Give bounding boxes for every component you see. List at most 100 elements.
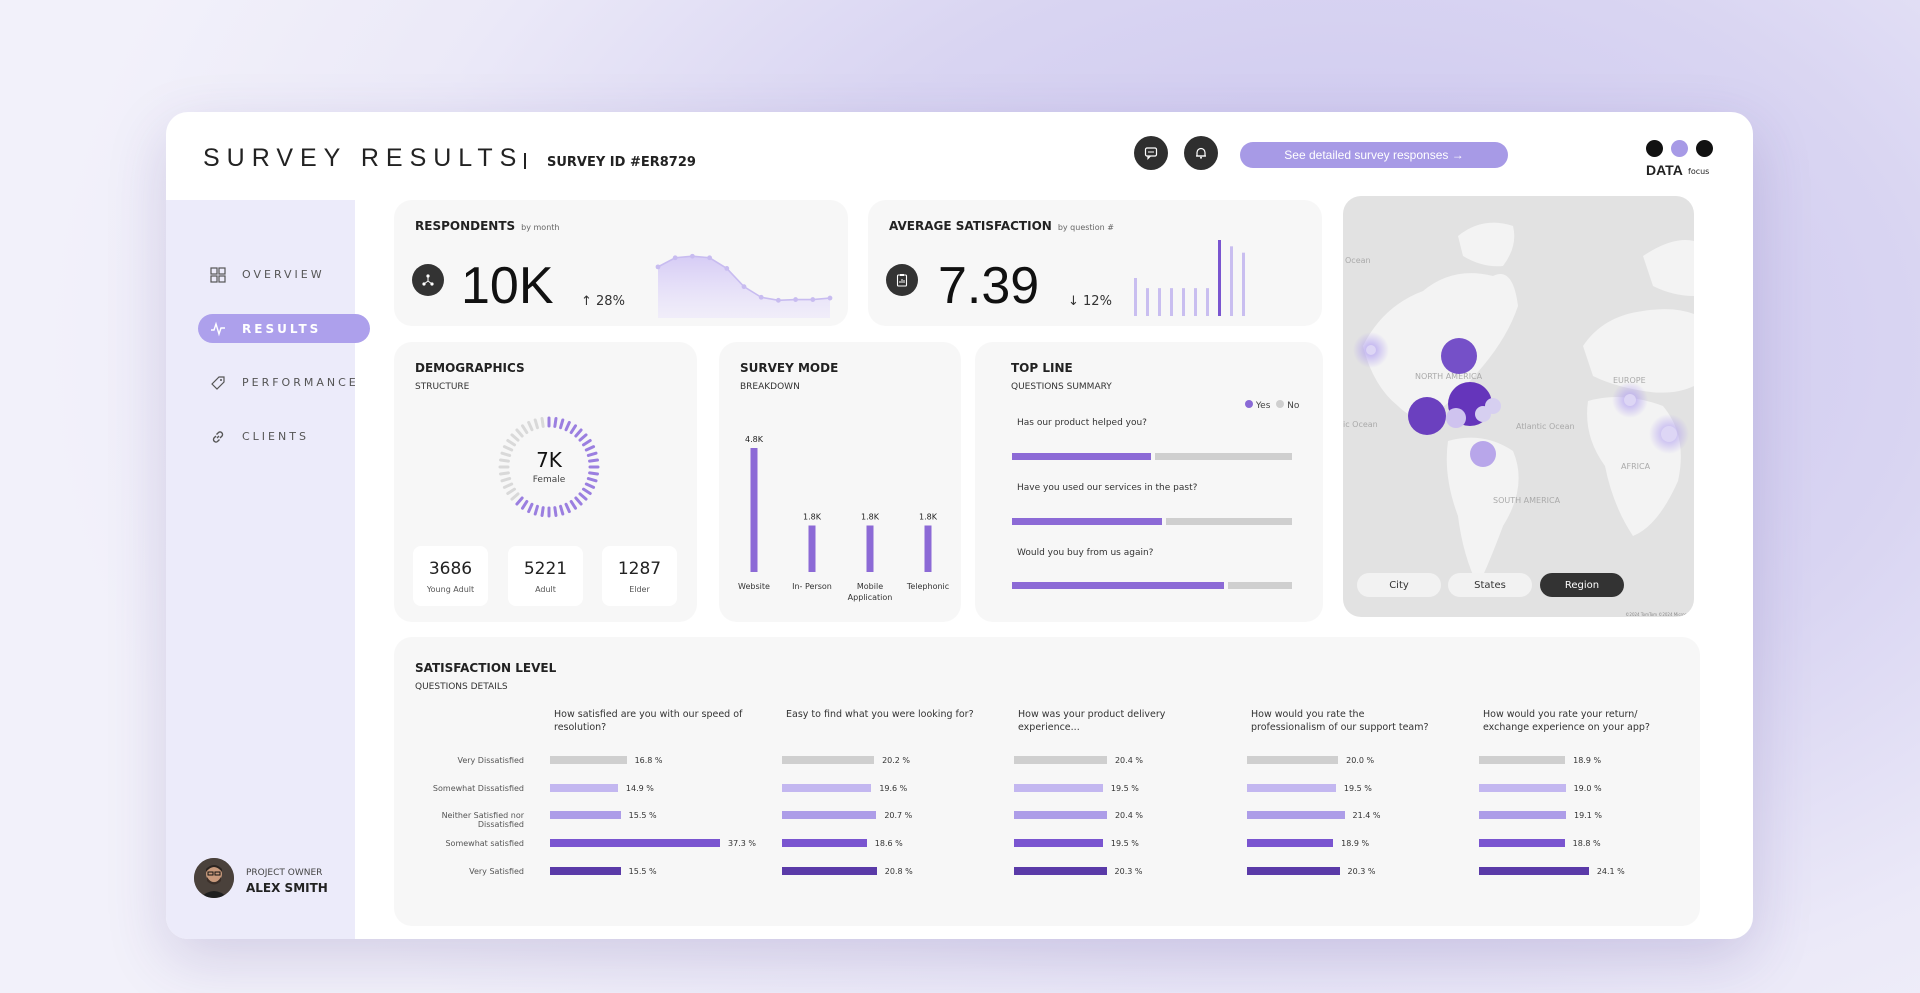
satisfaction-bar — [1479, 756, 1566, 764]
satisfaction-bar — [1247, 784, 1336, 792]
donut-segment — [498, 458, 510, 463]
sidebar-item-results[interactable]: RESULTS — [198, 314, 370, 343]
satisfaction-bar — [1014, 839, 1103, 847]
satisfaction-bar — [550, 784, 618, 792]
satisfaction-bar — [1170, 288, 1173, 316]
link-icon — [212, 430, 224, 443]
survey-mode-label: Telephonic — [906, 582, 949, 591]
map-city-button[interactable]: City — [1357, 573, 1441, 597]
sidebar-item-performance[interactable]: PERFORMANCE — [198, 368, 370, 397]
donut-segment — [586, 477, 598, 483]
title-separator — [524, 153, 526, 169]
detailed-responses-button[interactable]: See detailed survey responses → — [1240, 142, 1508, 168]
survey-mode-value: 1.8K — [919, 513, 938, 522]
respondents-sparkline — [655, 253, 833, 318]
donut-segment — [515, 428, 524, 438]
sparkline-point — [655, 264, 661, 270]
top-line-no-bar — [1166, 518, 1292, 525]
donut-segment — [578, 492, 588, 501]
map-region-button[interactable]: Region — [1540, 573, 1624, 597]
satisfaction-value: 19.6 % — [879, 784, 908, 793]
chat-icon — [1144, 147, 1158, 160]
top-line-no-bar — [1227, 582, 1292, 589]
satisfaction-bar — [550, 839, 720, 847]
donut-segment — [521, 499, 529, 510]
sparkline-point — [810, 297, 816, 302]
sparkline-point — [724, 266, 730, 271]
satisfaction-value: 20.7 % — [884, 811, 913, 820]
satisfaction-bar — [1182, 288, 1185, 316]
satisfaction-bar — [782, 756, 875, 764]
survey-mode-bar — [924, 525, 932, 572]
network-icon — [422, 274, 434, 286]
top-line-legend: Yes No — [1245, 400, 1299, 411]
card-subtitle: STRUCTURE — [415, 382, 470, 392]
satisfaction-value: 19.5 % — [1343, 784, 1372, 793]
satisfaction-value: 18.8 % — [1572, 839, 1601, 848]
survey-id: SURVEY ID #ER8729 — [547, 155, 696, 170]
satisfaction-bar — [782, 784, 872, 792]
satisfaction-question: How satisfied are you with our speed of … — [554, 709, 743, 733]
donut-segment — [553, 416, 558, 428]
map-credit: ©2024 TomTom ©2024 Microsoft — [1625, 612, 1692, 617]
satisfaction-bar — [1134, 278, 1137, 316]
survey-mode-value: 1.8K — [803, 513, 822, 522]
donut-center-value: 7K — [536, 448, 562, 472]
clipboard-icon — [896, 274, 908, 287]
survey-mode-label: Mobile — [857, 582, 883, 591]
map-states-button[interactable]: States — [1448, 573, 1532, 597]
donut-segment — [553, 506, 558, 518]
owner-role: PROJECT OWNER — [246, 868, 323, 878]
satisfaction-bar — [1014, 784, 1103, 792]
map-bubbles — [1353, 332, 1689, 467]
donut-segment — [559, 418, 565, 430]
donut-segment — [540, 416, 545, 428]
satisfaction-value: 19.5 % — [1110, 839, 1139, 848]
survey-mode-label: Website — [738, 582, 770, 591]
donut-segment — [559, 504, 565, 516]
card-title: DEMOGRAPHICS — [415, 361, 525, 375]
respondents-card: RESPONDENTS by month 10K ↑ 28% — [394, 200, 848, 326]
satisfaction-bar — [1014, 811, 1107, 819]
donut-segment — [502, 482, 514, 489]
top-line-yes-bar — [1012, 518, 1162, 525]
donut-segment — [581, 439, 592, 447]
sparkline-point — [793, 297, 798, 302]
satisfaction-delta: ↓ 12% — [1068, 294, 1112, 309]
logo-dot — [1671, 140, 1688, 157]
satisfaction-value: 20.4 % — [1114, 811, 1143, 820]
survey-mode-bar-chart: 4.8K Website 1.8K In- Person 1.8K Mobile Appli… — [738, 435, 949, 602]
donut-segment — [515, 496, 524, 506]
donut-segment — [569, 499, 577, 510]
satisfaction-value: 20.8 % — [884, 867, 913, 876]
messages-button[interactable] — [1134, 136, 1168, 170]
donut-segment — [510, 492, 520, 501]
respondents-icon — [412, 264, 444, 296]
map-label: Atlantic Ocean — [1516, 422, 1575, 431]
notifications-button[interactable] — [1184, 136, 1218, 170]
level-label: Neither Satisfied nor Dissatisfied — [441, 811, 524, 829]
satisfaction-value: 24.1 % — [1596, 867, 1625, 876]
sidebar-item-overview[interactable]: OVERVIEW — [198, 260, 370, 289]
satisfaction-bar — [1247, 811, 1345, 819]
satisfaction-bar — [1146, 288, 1149, 316]
satisfaction-bar — [1479, 839, 1565, 847]
satisfaction-value: 20.3 % — [1114, 867, 1143, 876]
map-label: EUROPE — [1613, 376, 1646, 385]
survey-mode-bar — [866, 525, 874, 572]
satisfaction-value: 16.8 % — [634, 756, 663, 765]
pulse-icon — [211, 321, 225, 336]
donut-segment — [588, 458, 600, 463]
satisfaction-icon — [886, 264, 918, 296]
satisfaction-value: 20.2 % — [882, 756, 911, 765]
sparkline-point — [707, 255, 712, 261]
satisfaction-value: 18.9 % — [1573, 756, 1602, 765]
sidebar-item-clients[interactable]: CLIENTS — [198, 422, 370, 451]
satisfaction-question: How would you rate your return/ exchange… — [1483, 709, 1650, 733]
demographic-adult: 5221 Adult — [508, 546, 583, 606]
region-map[interactable]: Ocean NORTH AMERICA Atlantic Ocean ic Oc… — [1343, 196, 1694, 617]
satisfaction-value: 37.3 % — [728, 839, 756, 848]
donut-segment — [578, 433, 588, 442]
satisfaction-bar — [1247, 839, 1334, 847]
donut-segment — [521, 424, 529, 435]
